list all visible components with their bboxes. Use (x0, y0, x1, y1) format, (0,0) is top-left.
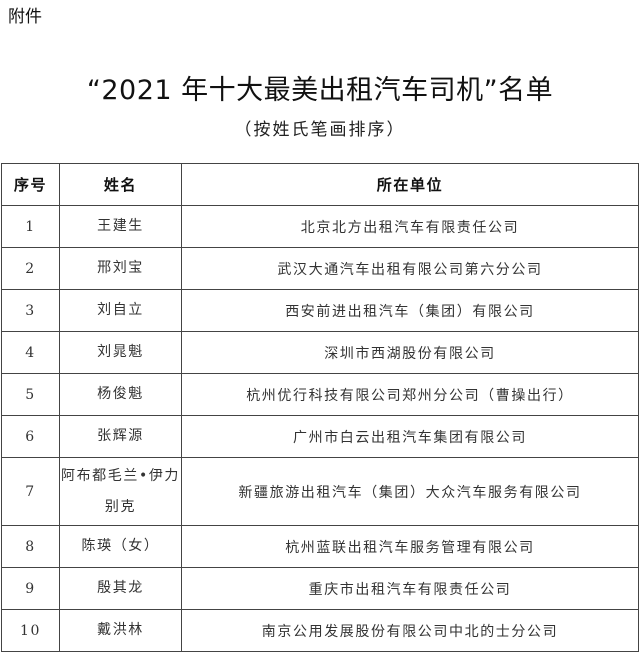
cell-name: 戴洪林 (59, 609, 182, 652)
cell-name: 陈瑛（女） (59, 525, 182, 568)
table-row: 8 陈瑛（女） 杭州蓝联出租汽车服务管理有限公司 (1, 525, 639, 568)
cell-unit: 北京北方出租汽车有限责任公司 (181, 205, 639, 248)
table-row: 10 戴洪林 南京公用发展股份有限公司中北的士分公司 (1, 609, 639, 652)
cell-unit: 新疆旅游出租汽车（集团）大众汽车服务有限公司 (181, 457, 639, 526)
cell-name: 阿布都毛兰•伊力别克 (59, 457, 182, 526)
header-number: 序号 (1, 163, 60, 206)
cell-name: 杨俊魁 (59, 373, 182, 416)
cell-number: 10 (1, 609, 60, 652)
cell-number: 2 (1, 247, 60, 290)
cell-unit: 杭州蓝联出租汽车服务管理有限公司 (181, 525, 639, 568)
table-row: 3 刘自立 西安前进出租汽车（集团）有限公司 (1, 289, 639, 332)
document-subtitle: （按姓氏笔画排序） (234, 120, 406, 140)
cell-number: 1 (1, 205, 60, 248)
cell-name: 刘晁魁 (59, 331, 182, 374)
cell-name: 殷其龙 (59, 567, 182, 610)
cell-unit: 南京公用发展股份有限公司中北的士分公司 (181, 609, 639, 652)
document-title: “2021 年十大最美出租汽车司机”名单 (86, 75, 554, 106)
cell-number: 3 (1, 289, 60, 332)
cell-name: 邢刘宝 (59, 247, 182, 290)
table-row: 5 杨俊魁 杭州优行科技有限公司郑州分公司（曹操出行） (1, 373, 639, 416)
cell-number: 8 (1, 525, 60, 568)
table-header-row: 序号 姓名 所在单位 (1, 163, 639, 206)
cell-unit: 杭州优行科技有限公司郑州分公司（曹操出行） (181, 373, 639, 416)
table-row: 7 阿布都毛兰•伊力别克 新疆旅游出租汽车（集团）大众汽车服务有限公司 (1, 457, 639, 526)
cell-number: 7 (1, 457, 60, 526)
cell-name: 刘自立 (59, 289, 182, 332)
table-row: 1 王建生 北京北方出租汽车有限责任公司 (1, 205, 639, 248)
table-row: 2 邢刘宝 武汉大通汽车出租有限公司第六分公司 (1, 247, 639, 290)
cell-name: 王建生 (59, 205, 182, 248)
cell-name: 张辉源 (59, 415, 182, 458)
cell-number: 4 (1, 331, 60, 374)
attachment-label: 附件 (8, 7, 42, 27)
table-row: 6 张辉源 广州市白云出租汽车集团有限公司 (1, 415, 639, 458)
cell-number: 6 (1, 415, 60, 458)
header-unit: 所在单位 (181, 163, 639, 206)
header-name: 姓名 (59, 163, 182, 206)
cell-unit: 武汉大通汽车出租有限公司第六分公司 (181, 247, 639, 290)
table-row: 9 殷其龙 重庆市出租汽车有限责任公司 (1, 567, 639, 610)
cell-unit: 西安前进出租汽车（集团）有限公司 (181, 289, 639, 332)
cell-unit: 重庆市出租汽车有限责任公司 (181, 567, 639, 610)
cell-unit: 深圳市西湖股份有限公司 (181, 331, 639, 374)
cell-unit: 广州市白云出租汽车集团有限公司 (181, 415, 639, 458)
cell-number: 5 (1, 373, 60, 416)
table-row: 4 刘晁魁 深圳市西湖股份有限公司 (1, 331, 639, 374)
cell-number: 9 (1, 567, 60, 610)
drivers-table: 序号 姓名 所在单位 1 王建生 北京北方出租汽车有限责任公司 2 邢刘宝 武汉大通汽车出… (1, 163, 639, 652)
